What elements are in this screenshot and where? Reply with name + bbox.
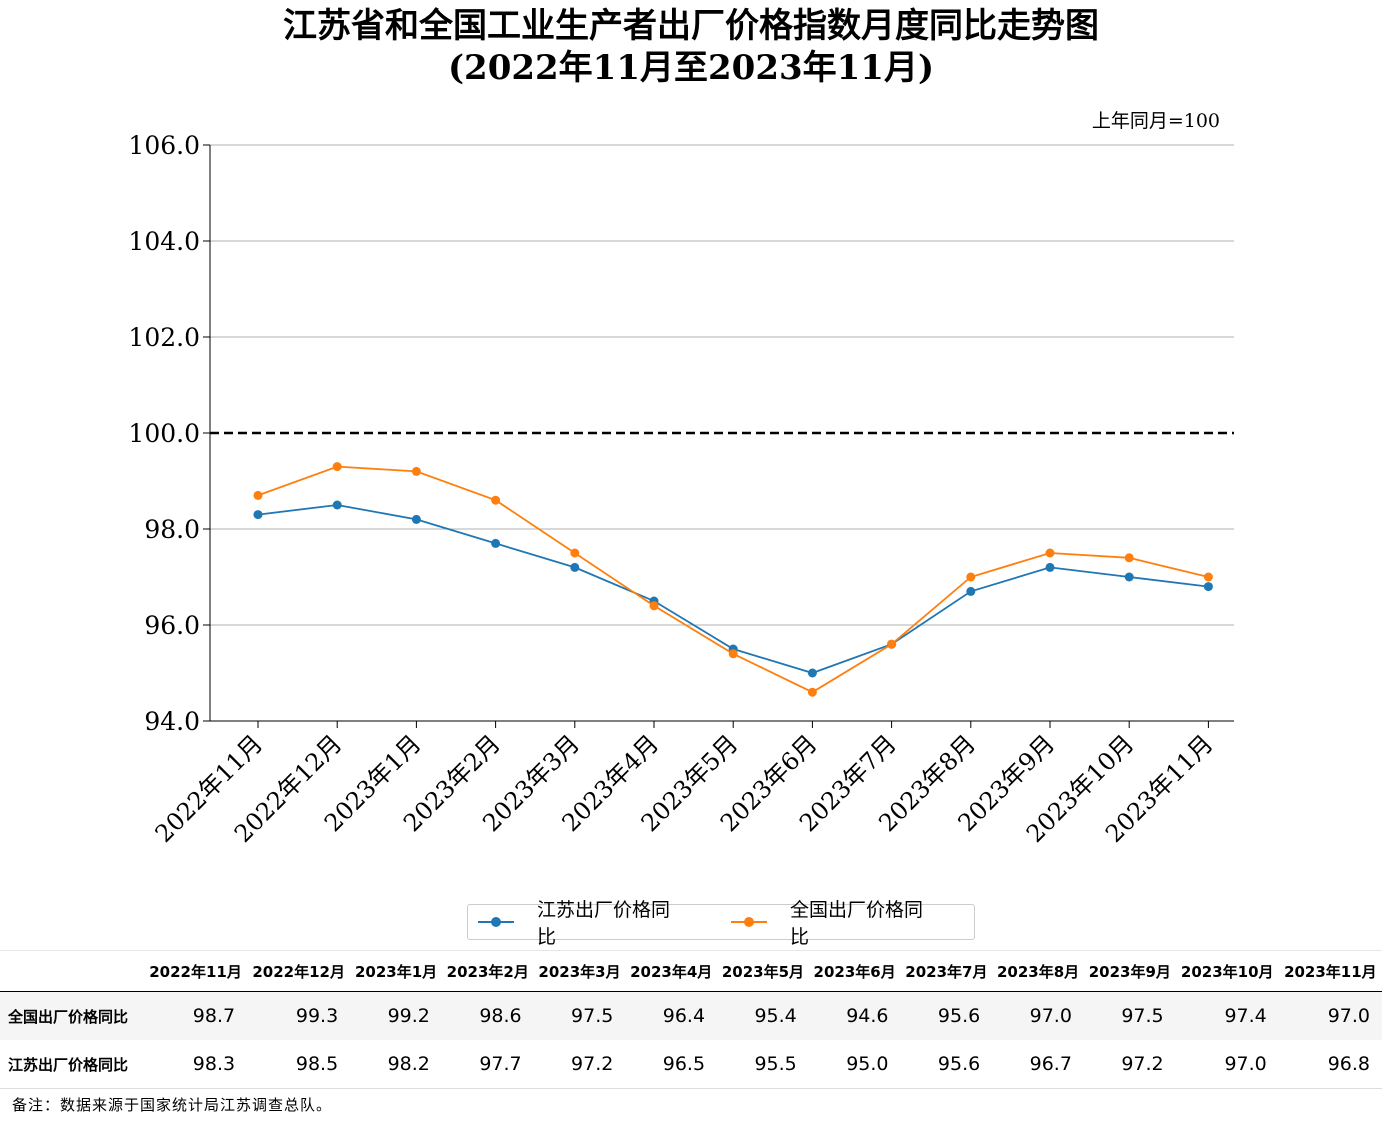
table-row-national: 全国出厂价格同比 98.7 99.3 99.2 98.6 97.5 96.4 9… [0,991,1382,1040]
table-cell: 96.4 [625,991,718,1040]
legend-item-jiangsu: 江苏出厂价格同比 [476,895,685,949]
data-point [649,601,659,611]
data-point [966,572,976,582]
data-point [570,548,580,558]
table-column-header: 2023年5月 [717,950,809,992]
table-column-header: 2022年11月 [144,950,248,992]
data-point [1124,553,1134,563]
table-cell: 98.6 [441,991,534,1040]
legend-label-jiangsu: 江苏出厂价格同比 [536,899,670,948]
data-point [491,495,501,505]
data-point [1203,582,1213,592]
table-cell: 97.4 [1175,991,1279,1040]
table-column-header: 2023年1月 [350,950,442,992]
data-point [1203,572,1213,582]
y-tick-label: 104.0 [128,227,200,256]
table-header-row: 2022年11月 2022年12月 2023年1月 2023年2月 2023年3… [0,950,1382,992]
chart-legend: 江苏出厂价格同比 全国出厂价格同比 [467,899,975,948]
table-column-header: 2023年3月 [533,950,626,992]
data-point [728,649,738,659]
data-point [332,500,342,510]
y-tick-label: 96.0 [144,611,200,640]
data-point [253,490,263,500]
y-tick-label: 94.0 [144,707,200,736]
data-point [887,639,897,649]
chart-subtitle: (2022年11月至2023年11月) [447,48,935,88]
unit-note: 上年同月=100 [1091,110,1220,132]
table-cell: 97.0 [1278,991,1382,1040]
table-cell: 95.4 [717,991,809,1040]
y-tick-label: 100.0 [128,419,200,448]
table-cell: 96.7 [992,1040,1084,1089]
data-point [570,562,580,572]
data-point [332,462,342,472]
table-cell: 98.2 [350,1040,442,1089]
table-cell: 98.7 [144,991,248,1040]
line-chart: 94.096.098.0100.0102.0104.0106.02022年11月… [128,131,1234,848]
y-tick-label: 106.0 [128,131,200,160]
data-point [807,668,817,678]
table-cell: 96.8 [1278,1040,1382,1089]
table-cell: 97.5 [533,991,626,1040]
table-column-header: 2023年2月 [441,950,534,992]
table-row-label: 全国出厂价格同比 [0,991,144,1040]
table-column-header: 2022年12月 [247,950,351,992]
table-cell: 98.3 [144,1040,248,1089]
table-cell: 97.0 [1175,1040,1279,1089]
table-cell: 95.0 [808,1040,901,1089]
table-cell: 95.6 [900,991,993,1040]
table-column-header: 2023年4月 [625,950,718,992]
table-cell: 96.5 [625,1040,718,1089]
legend-item-national: 全国出厂价格同比 [729,895,938,949]
data-point [1045,562,1055,572]
chart-title: 江苏省和全国工业生产者出厂价格指数月度同比走势图 [283,6,1099,46]
legend-label-national: 全国出厂价格同比 [789,899,923,948]
data-point [1124,572,1134,582]
data-point [1045,548,1055,558]
table-cell: 98.5 [247,1040,351,1089]
table-cell: 95.6 [900,1040,993,1089]
table-column-header: 2023年11月 [1278,950,1382,992]
legend-swatch-jiangsu [478,917,514,927]
data-table: 2022年11月 2022年12月 2023年1月 2023年2月 2023年3… [0,950,1382,1089]
table-cell: 97.7 [441,1040,534,1089]
table-column-header: 2023年6月 [808,950,901,992]
data-point [807,687,817,697]
data-point [253,510,263,520]
legend-swatch-national [731,917,767,927]
data-point [966,586,976,596]
table-column-header: 2023年9月 [1083,950,1176,992]
table-cell: 99.3 [247,991,351,1040]
data-point [491,538,501,548]
table-cell: 97.0 [992,991,1084,1040]
footnote: 备注：数据来源于国家统计局江苏调查总队。 [12,1096,333,1114]
table-column-header: 2023年8月 [992,950,1084,992]
data-point [411,466,421,476]
table-cell: 97.2 [1083,1040,1176,1089]
y-tick-label: 98.0 [144,515,200,544]
table-column-header: 2023年10月 [1175,950,1279,992]
table-row-label: 江苏出厂价格同比 [0,1040,144,1089]
table-cell: 97.5 [1083,991,1176,1040]
data-point [411,514,421,524]
table-column-header: 2023年7月 [900,950,993,992]
table-cell: 99.2 [350,991,442,1040]
table-corner-cell [0,950,144,992]
series-line-1 [257,465,1209,694]
y-tick-label: 102.0 [128,323,200,352]
table-cell: 95.5 [717,1040,809,1089]
table-row-jiangsu: 江苏出厂价格同比 98.3 98.5 98.2 97.7 97.2 96.5 9… [0,1040,1382,1089]
table-cell: 97.2 [533,1040,626,1089]
table-cell: 94.6 [808,991,901,1040]
